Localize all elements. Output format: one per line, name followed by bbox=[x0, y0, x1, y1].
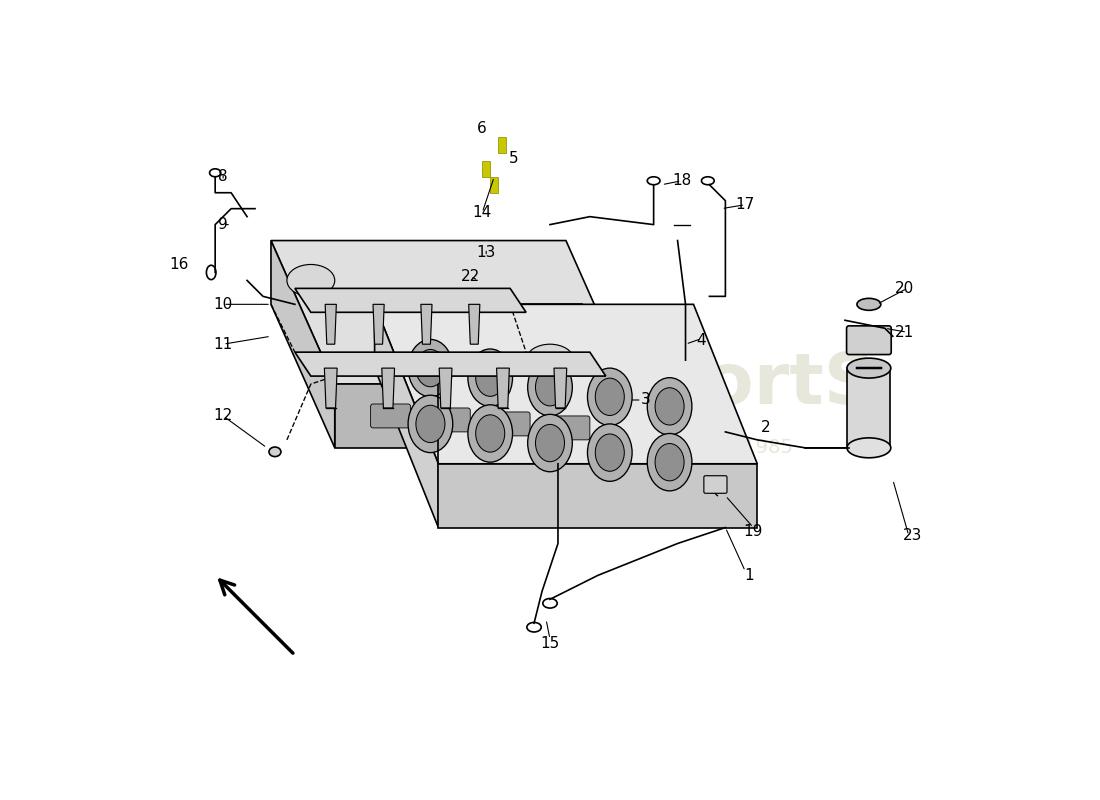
Bar bbox=[482, 161, 491, 177]
Text: 18: 18 bbox=[672, 174, 691, 188]
Polygon shape bbox=[375, 304, 439, 527]
Text: 5: 5 bbox=[509, 151, 519, 166]
Polygon shape bbox=[295, 288, 526, 312]
Ellipse shape bbox=[587, 368, 632, 426]
Ellipse shape bbox=[647, 434, 692, 491]
Ellipse shape bbox=[847, 438, 891, 458]
FancyBboxPatch shape bbox=[430, 408, 471, 432]
Ellipse shape bbox=[475, 415, 505, 452]
Polygon shape bbox=[324, 368, 337, 408]
Ellipse shape bbox=[536, 369, 564, 406]
Ellipse shape bbox=[847, 358, 891, 378]
Polygon shape bbox=[496, 368, 509, 408]
Text: 8: 8 bbox=[218, 170, 228, 184]
Ellipse shape bbox=[595, 434, 625, 471]
Text: 10: 10 bbox=[213, 297, 233, 312]
Ellipse shape bbox=[656, 388, 684, 425]
FancyBboxPatch shape bbox=[704, 476, 727, 494]
Text: a passion for parts since 1985: a passion for parts since 1985 bbox=[498, 438, 793, 458]
Polygon shape bbox=[295, 352, 606, 376]
Ellipse shape bbox=[528, 358, 572, 416]
Text: 11: 11 bbox=[213, 337, 233, 352]
Text: 3: 3 bbox=[641, 393, 650, 407]
Ellipse shape bbox=[287, 265, 334, 296]
Polygon shape bbox=[326, 304, 337, 344]
Ellipse shape bbox=[416, 406, 444, 442]
Polygon shape bbox=[554, 368, 566, 408]
Ellipse shape bbox=[647, 378, 692, 435]
Ellipse shape bbox=[587, 424, 632, 482]
Ellipse shape bbox=[595, 378, 625, 415]
Ellipse shape bbox=[468, 349, 513, 406]
Text: 6: 6 bbox=[477, 122, 487, 137]
Ellipse shape bbox=[528, 414, 572, 472]
Text: 23: 23 bbox=[903, 528, 923, 543]
Ellipse shape bbox=[475, 359, 505, 396]
Ellipse shape bbox=[408, 395, 453, 453]
Polygon shape bbox=[439, 464, 757, 527]
Ellipse shape bbox=[857, 298, 881, 310]
Polygon shape bbox=[271, 241, 334, 448]
Text: 19: 19 bbox=[744, 524, 763, 539]
Text: EuroSportS: EuroSportS bbox=[415, 350, 877, 418]
Polygon shape bbox=[469, 304, 480, 344]
Ellipse shape bbox=[270, 447, 280, 457]
Ellipse shape bbox=[416, 350, 444, 386]
Text: 2: 2 bbox=[760, 421, 770, 435]
Text: 13: 13 bbox=[476, 245, 496, 260]
Polygon shape bbox=[439, 368, 452, 408]
Polygon shape bbox=[421, 304, 432, 344]
Text: 22: 22 bbox=[461, 269, 480, 284]
Ellipse shape bbox=[526, 344, 574, 376]
Ellipse shape bbox=[656, 443, 684, 481]
Polygon shape bbox=[373, 304, 384, 344]
Text: 4: 4 bbox=[696, 333, 706, 348]
FancyBboxPatch shape bbox=[550, 416, 590, 440]
Text: 14: 14 bbox=[473, 205, 492, 220]
Bar bbox=[498, 137, 506, 153]
Polygon shape bbox=[271, 241, 629, 384]
FancyBboxPatch shape bbox=[371, 404, 410, 428]
Polygon shape bbox=[375, 304, 757, 464]
Text: 1: 1 bbox=[745, 568, 755, 583]
Bar bbox=[491, 177, 498, 193]
Text: 15: 15 bbox=[540, 636, 560, 650]
Polygon shape bbox=[847, 368, 890, 448]
FancyBboxPatch shape bbox=[847, 326, 891, 354]
Text: 12: 12 bbox=[213, 409, 233, 423]
Polygon shape bbox=[334, 384, 629, 448]
Ellipse shape bbox=[468, 405, 513, 462]
Text: 9: 9 bbox=[218, 217, 228, 232]
Text: 17: 17 bbox=[736, 197, 755, 212]
FancyBboxPatch shape bbox=[491, 412, 530, 436]
Text: 20: 20 bbox=[895, 281, 914, 296]
Polygon shape bbox=[382, 368, 395, 408]
Ellipse shape bbox=[536, 424, 564, 462]
Text: 16: 16 bbox=[169, 257, 189, 272]
Text: 21: 21 bbox=[895, 325, 914, 340]
Ellipse shape bbox=[408, 339, 453, 397]
